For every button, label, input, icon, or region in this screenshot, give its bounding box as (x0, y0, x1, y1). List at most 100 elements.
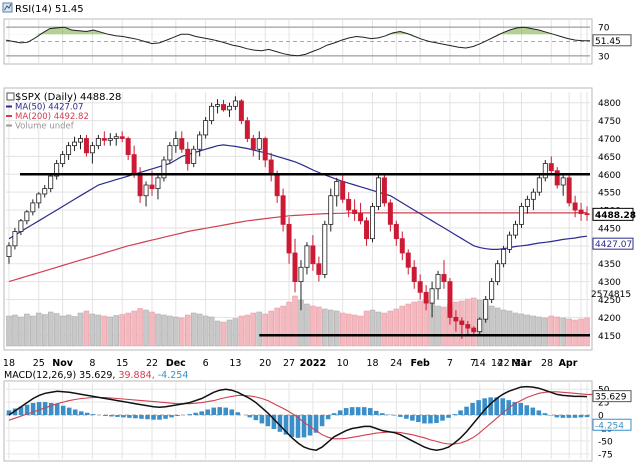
candle-up (536, 177, 542, 193)
candle-down (548, 163, 554, 172)
x-axis-label: 28 (541, 358, 553, 369)
volume-bar (77, 312, 84, 347)
volume-bar (494, 307, 501, 347)
macd-histogram-bar (6, 410, 12, 416)
volume-bar (328, 309, 334, 347)
macd-histogram-bar (151, 415, 156, 420)
volume-bar (214, 320, 221, 347)
candlesticks (6, 96, 590, 339)
macd-histogram-bar (458, 410, 463, 416)
ma200-line (8, 212, 587, 283)
volume-bar (83, 310, 90, 347)
candle-down (179, 138, 185, 150)
candle-down (584, 213, 590, 216)
axis-labels: 70503051.4548004750470046504600455045004… (3, 24, 636, 461)
volume-bar (65, 314, 72, 347)
price-tick-label: 4800 (598, 99, 621, 109)
candle-down (453, 316, 459, 322)
candle-down (238, 100, 244, 122)
candle-down (352, 209, 358, 215)
macd-histogram-bar (398, 415, 403, 417)
candle-up (12, 231, 18, 247)
candle-down (381, 177, 387, 204)
volume-bar (322, 308, 328, 347)
macd-histogram-bar (60, 405, 66, 416)
x-axis-label: 15 (116, 358, 128, 369)
candle-down (459, 320, 465, 325)
candle-up (489, 281, 495, 300)
volume-bar (196, 313, 203, 347)
volume-bar (536, 316, 543, 347)
volume-bar (161, 314, 167, 347)
candle-up (66, 145, 72, 156)
candle-up (42, 188, 48, 195)
candle-down (572, 202, 578, 211)
macd-histogram-bar (157, 415, 162, 420)
volume-bar (173, 316, 179, 347)
candle-down (316, 263, 322, 275)
volume-bar (578, 318, 584, 347)
macd-title-part: MACD(12,26,9) (4, 370, 79, 381)
x-axis-label: 2022 (300, 358, 326, 369)
volume-bar (566, 318, 572, 347)
macd-histogram-bar (428, 415, 433, 424)
macd-histogram-bar (524, 405, 530, 416)
candle-up (370, 206, 375, 240)
x-axis-label: Dec (166, 358, 186, 369)
macd-histogram-bar (247, 415, 253, 418)
rsi-line (5, 26, 590, 57)
rsi-value-tag (592, 34, 632, 47)
macd-hist-tag (592, 418, 632, 431)
candle-up (375, 177, 381, 207)
volume-bar (512, 312, 519, 347)
legend-entry: $SPX (Daily) 4488.28 (15, 92, 121, 103)
candle-up (518, 206, 524, 225)
macd-histogram-bar (578, 415, 584, 418)
volume-bar (47, 311, 54, 347)
volume-bar (167, 315, 173, 347)
macd-histogram-bar (554, 415, 560, 418)
volume-bar (18, 316, 24, 347)
candle-down (340, 181, 346, 200)
candle-up (334, 181, 340, 197)
volume-bar (95, 314, 102, 347)
macd-histogram-bar (133, 415, 138, 419)
volume-bar (226, 319, 233, 347)
rsi-series (5, 26, 590, 57)
x-axis-label: Apr (559, 358, 578, 369)
candle-up (143, 184, 149, 197)
candle-down (417, 281, 423, 293)
price-tick-label: 4250 (598, 296, 621, 306)
volume-bar (101, 315, 108, 347)
macd-histogram-bar (319, 415, 325, 427)
candle-up (107, 138, 113, 141)
macd-histogram-bar (199, 411, 204, 416)
candle-down (280, 195, 286, 225)
macd-tick-label: 25 (598, 399, 609, 409)
macd-histogram-bar (373, 410, 379, 416)
volume-bar (316, 306, 322, 347)
legend-entry: MA(200) 4492.82 (15, 112, 89, 122)
candle-down (137, 173, 143, 197)
macd-histogram-bar (229, 409, 235, 416)
volume-bar (518, 313, 525, 347)
macd-histogram-bar (410, 415, 415, 421)
support-lines (20, 173, 590, 337)
macd-histogram-bar (163, 415, 168, 419)
macd-histogram-bar (109, 415, 114, 417)
macd-series (6, 385, 593, 451)
volume-bar (572, 319, 578, 347)
price-tick-label: 4200 (598, 314, 621, 324)
macd-histogram-bar (283, 415, 289, 435)
candle-up (155, 177, 161, 189)
candle-up (298, 266, 304, 283)
price-value-tag (592, 207, 634, 221)
macd-histogram-bar (331, 413, 337, 416)
candle-up (191, 148, 197, 164)
x-axis-label: 6 (203, 358, 209, 369)
macd-histogram-bar (452, 414, 457, 416)
macd-signal-line (8, 391, 593, 445)
candle-down (346, 198, 352, 211)
macd-tick-label: -75 (598, 450, 613, 460)
macd-histogram-bar (72, 409, 78, 416)
